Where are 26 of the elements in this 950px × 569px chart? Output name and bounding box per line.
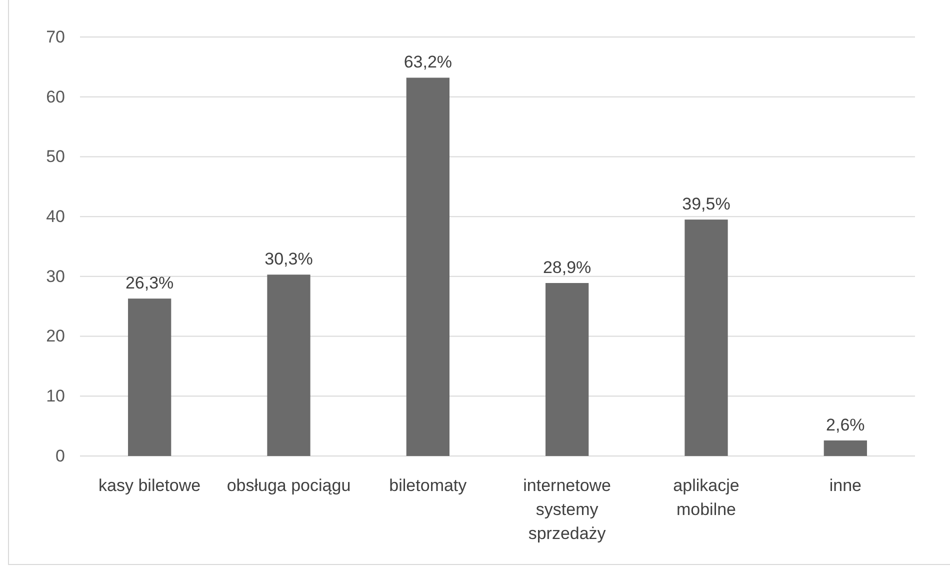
x-tick-label: inne (829, 476, 862, 495)
y-tick-label: 0 (56, 446, 65, 466)
data-label: 63,2% (404, 52, 452, 72)
y-tick-label: 20 (46, 326, 65, 346)
bar (546, 283, 589, 456)
x-tick-label: kasy biletowe (98, 476, 201, 495)
data-label: 28,9% (542, 258, 592, 278)
bar (406, 78, 450, 456)
y-tick-label: 50 (46, 147, 65, 166)
bar (684, 220, 728, 456)
data-label: 30,3% (264, 250, 313, 269)
y-tick-label: 30 (46, 266, 65, 286)
y-tick-label: 40 (46, 207, 65, 226)
data-label: 26,3% (125, 274, 174, 293)
y-tick-label: 70 (46, 27, 65, 46)
y-tick-label: 10 (46, 386, 65, 406)
x-tick-label: internetowe systemy sprzedaży (523, 476, 612, 543)
bar (128, 298, 172, 456)
bar (824, 440, 867, 456)
x-tick-label: aplikacje mobilne (673, 476, 740, 519)
y-tick-label: 60 (46, 87, 65, 106)
x-tick-label: obsługa pociągu (226, 476, 351, 495)
data-label: 39,5% (682, 194, 730, 214)
x-tick-label: biletomaty (389, 476, 468, 495)
bar (267, 274, 310, 456)
data-label: 2,6% (826, 415, 865, 434)
